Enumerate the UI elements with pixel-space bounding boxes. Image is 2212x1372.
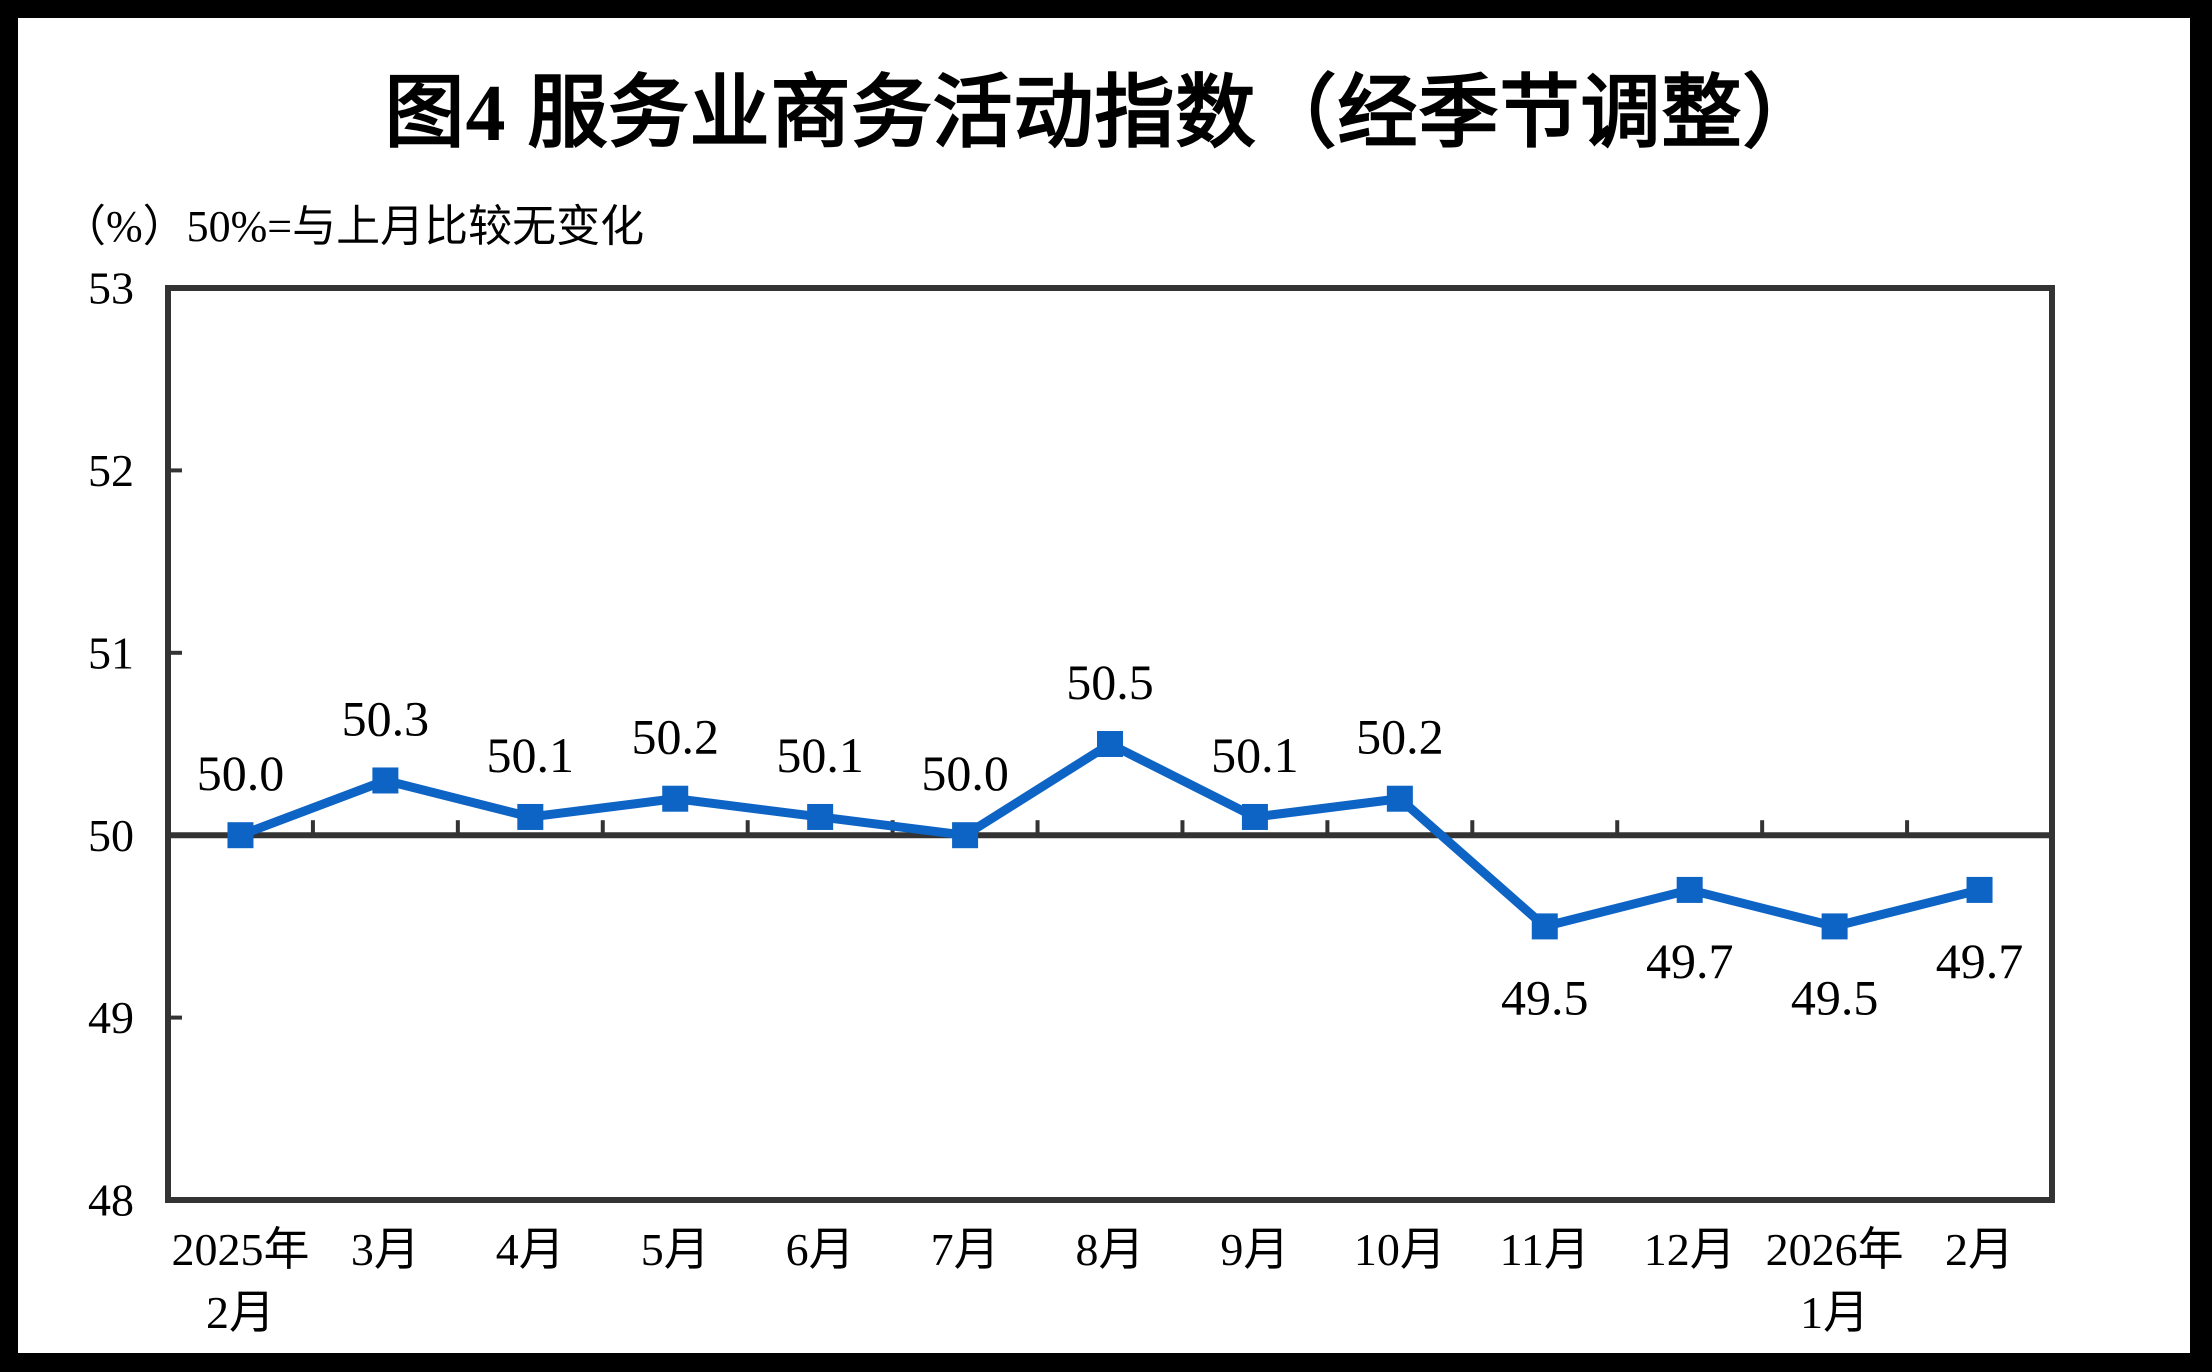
x-axis-label: 5月: [641, 1224, 710, 1275]
data-point-marker: [807, 803, 834, 830]
x-axis-label: 2025年: [171, 1224, 309, 1275]
x-axis-label: 2月: [206, 1287, 275, 1338]
chart-title: 图4 服务业商务活动指数（经季节调整）: [384, 70, 1824, 158]
x-axis-label: 11月: [1500, 1224, 1590, 1275]
plot-border: [165, 285, 2055, 1203]
y-axis-label: 49: [88, 992, 134, 1043]
x-axis-label: 3月: [351, 1224, 420, 1275]
data-label: 50.2: [1356, 709, 1444, 765]
x-axis-label: 10月: [1354, 1224, 1446, 1275]
x-axis-label: 12月: [1644, 1224, 1736, 1275]
data-point-marker: [1966, 876, 1993, 903]
data-label: 50.2: [631, 709, 719, 765]
data-point-marker: [662, 785, 689, 812]
data-label: 50.1: [1211, 727, 1299, 783]
x-axis-label: 2月: [1945, 1224, 2014, 1275]
data-point-marker: [1386, 785, 1413, 812]
data-label: 49.5: [1791, 969, 1879, 1025]
x-axis-label: 9月: [1220, 1224, 1289, 1275]
data-label: 50.3: [342, 690, 430, 746]
x-axis-label: 1月: [1800, 1287, 1869, 1338]
data-label: 49.7: [1936, 933, 2024, 989]
data-point-marker: [1097, 731, 1123, 757]
data-label: 49.5: [1501, 969, 1589, 1025]
y-axis-label: 53: [88, 263, 134, 314]
data-label: 50.1: [487, 727, 575, 783]
data-point-marker: [227, 822, 254, 849]
chart-unit-note: （%）50%=与上月比较无变化: [62, 202, 645, 251]
data-point-marker: [1241, 803, 1268, 830]
data-point-marker: [517, 803, 544, 830]
x-axis-label: 4月: [496, 1224, 565, 1275]
y-axis-label: 52: [88, 445, 134, 496]
x-axis-label: 2026年: [1766, 1224, 1904, 1275]
x-axis-label: 8月: [1076, 1224, 1145, 1275]
data-label: 50.0: [921, 745, 1009, 801]
y-axis-label: 51: [88, 627, 134, 678]
data-label: 50.5: [1066, 654, 1154, 710]
data-point-marker: [952, 822, 979, 849]
x-axis-label: 7月: [931, 1224, 1000, 1275]
data-point-marker: [1531, 913, 1558, 940]
data-label: 50.1: [776, 727, 864, 783]
y-axis-label: 50: [88, 810, 134, 861]
chart-page: 图4 服务业商务活动指数（经季节调整） （%）50%=与上月比较无变化: [18, 18, 2190, 1353]
data-point-marker: [1676, 876, 1703, 903]
data-label: 49.7: [1646, 933, 1734, 989]
y-axis-label: 48: [88, 1175, 134, 1226]
x-axis-label: 6月: [786, 1224, 855, 1275]
data-label: 50.0: [197, 745, 285, 801]
data-point-marker: [372, 767, 399, 794]
data-point-marker: [1821, 913, 1848, 940]
